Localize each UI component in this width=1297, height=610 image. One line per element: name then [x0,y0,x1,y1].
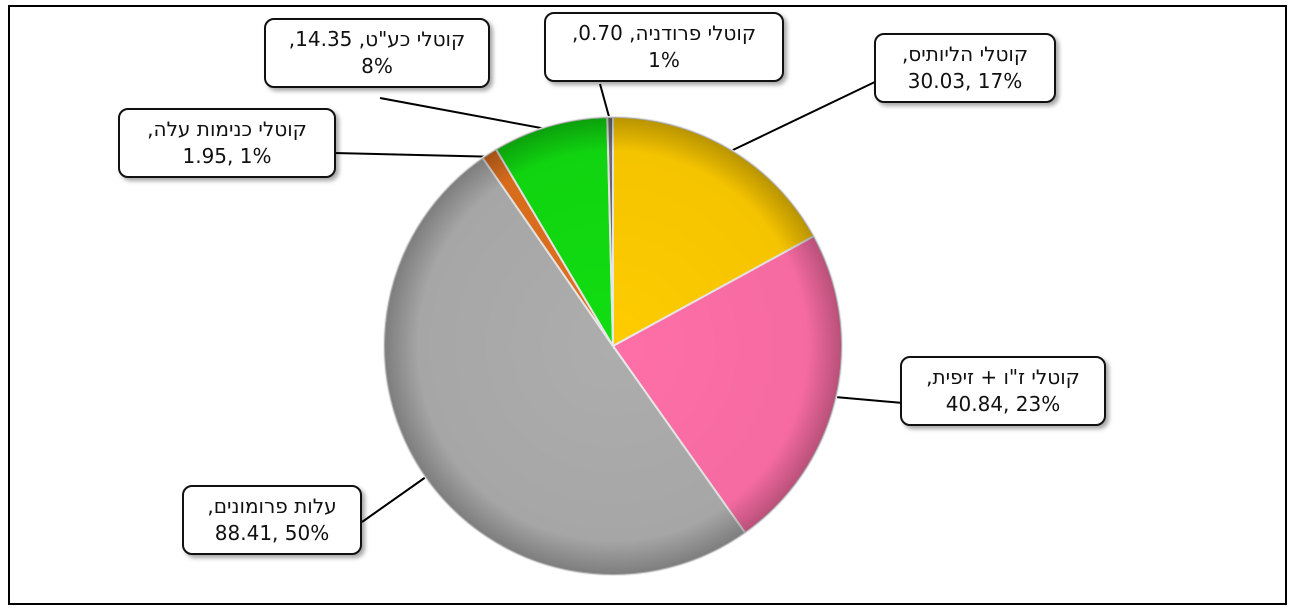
slice-label-line: 8% [361,54,393,78]
leader-line [727,79,880,154]
slice-label-ziphit: קוטלי ז"ו + זיפית, 23% ,40.84 [900,356,1106,426]
slice-label-line: קוטלי כע"ט, 14.35, [288,27,466,51]
leader-line [832,395,904,404]
slice-label-line: קוטלי פרודניה, 0.70, [571,21,757,45]
slice-label-line: 1% ,1.95 [182,144,272,168]
slice-label-line: 1% [648,48,680,72]
slice-label-pheromones: עלות פרומונים, 50% ,88.41 [182,485,362,555]
slice-label-line: קוטלי הליותיס, [901,42,1029,66]
slice-label-helicoverpa: קוטלי הליותיס, 17% ,30.03 [874,33,1056,103]
leader-line [599,83,612,122]
slice-label-line: 17% ,30.03 [907,69,1023,93]
leader-line [333,152,492,158]
leader-line [361,474,430,523]
slice-label-prodenia: קוטלי פרודניה, 0.70, 1% [544,12,784,82]
slice-label-line: 50% ,88.41 [214,521,330,545]
slice-label-aphids: קוטלי כנימות עלה, 1% ,1.95 [118,108,336,178]
pie-slices [383,115,843,576]
leader-line [379,97,551,131]
slice-label-line: עלות פרומונים, [207,494,337,518]
slice-label-line: קוטלי ז"ו + זיפית, [926,365,1080,389]
slice-label-line: 23% ,40.84 [945,392,1061,416]
slice-label-line: קוטלי כנימות עלה, [147,117,307,141]
slice-label-kaat: קוטלי כע"ט, 14.35, 8% [264,18,490,88]
